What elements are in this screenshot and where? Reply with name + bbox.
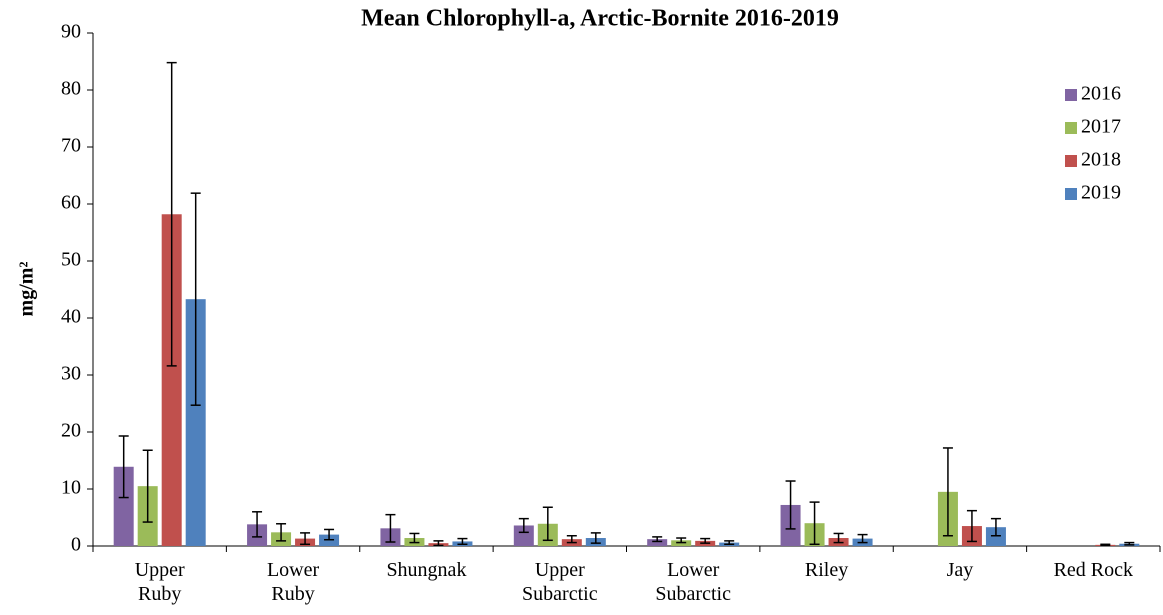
legend-swatch	[1065, 89, 1077, 101]
x-tick-label: Shungnak	[386, 559, 467, 581]
error-bar	[652, 536, 663, 543]
error-bar	[1100, 543, 1111, 547]
y-axis-label: mg/m²	[16, 262, 38, 317]
bar	[985, 527, 1006, 546]
y-tick-label: 10	[61, 477, 81, 499]
x-tick-label: Lower Ruby	[266, 559, 320, 605]
x-tick-label: Riley	[804, 559, 849, 581]
error-bar	[833, 532, 844, 544]
error-bar	[300, 532, 311, 546]
error-bar	[676, 537, 687, 544]
bar	[161, 214, 182, 546]
legend-label: 2018	[1081, 149, 1121, 171]
bar	[647, 539, 668, 546]
error-bar	[785, 480, 796, 530]
error-bar	[433, 540, 444, 547]
y-tick-label: 50	[61, 249, 81, 271]
error-bar	[566, 534, 577, 544]
error-bar	[276, 523, 287, 542]
legend-swatch	[1065, 155, 1077, 167]
x-tick-label: Upper Subarctic	[522, 559, 598, 605]
legend-swatch	[1065, 188, 1077, 200]
error-bar	[457, 537, 468, 546]
legend-swatch	[1065, 122, 1077, 134]
bar	[185, 299, 206, 546]
error-bar	[385, 513, 396, 543]
y-tick-label: 0	[71, 534, 81, 556]
y-tick-label: 70	[61, 135, 81, 157]
error-bar	[409, 532, 420, 544]
error-bar	[700, 537, 711, 544]
legend-label: 2019	[1081, 182, 1121, 204]
bar	[113, 466, 134, 546]
x-tick-label: Jay	[946, 559, 974, 581]
bar	[513, 525, 534, 546]
y-tick-label: 60	[61, 192, 81, 214]
x-tick-label: Lower Subarctic	[655, 559, 731, 605]
y-tick-label: 30	[61, 363, 81, 385]
legend-label: 2016	[1081, 83, 1121, 105]
x-tick-label: Red Rock	[1053, 559, 1134, 581]
error-bar	[857, 533, 868, 544]
error-bar	[118, 435, 129, 499]
y-tick-label: 20	[61, 420, 81, 442]
x-tick-label: Upper Ruby	[134, 559, 185, 605]
error-bar	[590, 532, 601, 544]
error-bar	[252, 511, 263, 538]
chart-title: Mean Chlorophyll-a, Arctic-Bornite 2016-…	[361, 6, 839, 32]
error-bar	[190, 192, 201, 406]
error-bar	[518, 517, 529, 534]
error-bar	[724, 540, 735, 546]
error-bar	[324, 528, 335, 541]
error-bar	[809, 501, 820, 546]
legend-label: 2017	[1081, 116, 1121, 138]
y-tick-label: 80	[61, 78, 81, 100]
error-bar	[542, 506, 553, 542]
y-tick-label: 40	[61, 306, 81, 328]
error-bar	[942, 447, 953, 537]
error-bar	[166, 61, 177, 367]
error-bar	[990, 517, 1001, 537]
error-bar	[1124, 541, 1135, 546]
y-tick-label: 90	[61, 21, 81, 43]
error-bar	[142, 449, 153, 523]
error-bar	[966, 509, 977, 543]
